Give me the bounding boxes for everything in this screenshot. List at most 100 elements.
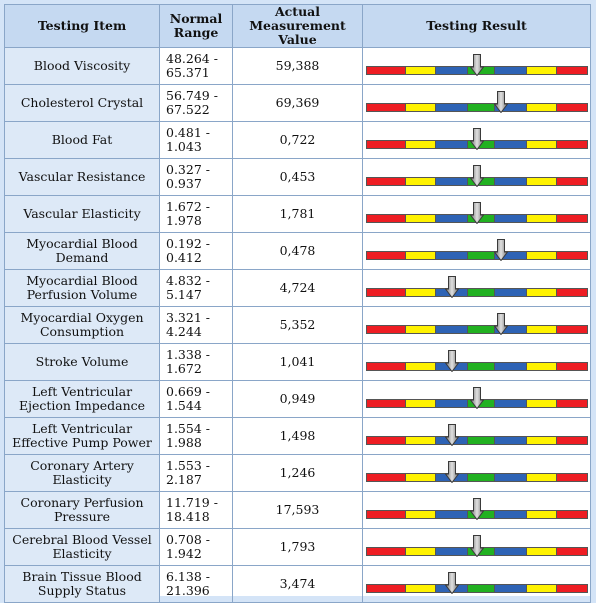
table-row: Blood Fat 0.481 - 1.043 0,722 — [4, 121, 591, 159]
measurement-value: 0,453 — [232, 158, 363, 196]
table-row: Vascular Elasticity 1.672 - 1.978 1,781 — [4, 195, 591, 233]
scale-segment — [406, 585, 436, 592]
testing-result-gauge — [362, 343, 591, 381]
measurement-value: 1,498 — [232, 417, 363, 455]
testing-item-name: Left Ventricular Effective Pump Power — [4, 417, 160, 455]
testing-result-gauge — [362, 269, 591, 307]
table-row: Brain Tissue Blood Supply Status 6.138 - … — [4, 565, 591, 603]
scale-segment — [556, 141, 587, 148]
result-scale-bar — [365, 288, 588, 297]
down-arrow-icon — [469, 202, 484, 224]
testing-item-name: Coronary Perfusion Pressure — [4, 491, 160, 529]
scale-segment — [556, 474, 587, 481]
scale-segment — [495, 511, 528, 518]
scale-segment — [467, 178, 496, 185]
scale-segment — [495, 104, 528, 111]
scale-segment — [435, 178, 468, 185]
scale-segment — [406, 178, 436, 185]
scale-segment — [366, 400, 407, 407]
table-row: Stroke Volume 1.338 - 1.672 1,041 — [4, 343, 591, 381]
scale-segment — [406, 215, 436, 222]
header-row: Testing Item Normal Range Actual Measure… — [4, 4, 591, 48]
down-arrow-icon — [469, 498, 484, 520]
header-testing-item: Testing Item — [4, 4, 160, 48]
scale-segment — [366, 326, 407, 333]
scale-segment — [556, 178, 587, 185]
scale-segment — [366, 437, 407, 444]
testing-item-name: Myocardial Oxygen Consumption — [4, 306, 160, 344]
testing-result-gauge — [362, 528, 591, 566]
scale-segment — [406, 511, 436, 518]
table-row: Myocardial Oxygen Consumption 3.321 - 4.2… — [4, 306, 591, 344]
table-row: Cerebral Blood Vessel Elasticity 0.708 - … — [4, 528, 591, 566]
scale-segment — [527, 215, 557, 222]
scale-segment — [556, 67, 587, 74]
down-arrow-icon — [469, 387, 484, 409]
scale-segment — [495, 474, 528, 481]
scale-segment — [495, 400, 528, 407]
testing-result-gauge — [362, 417, 591, 455]
testing-result-gauge — [362, 380, 591, 418]
down-arrow-icon — [493, 91, 508, 113]
scale-segment — [527, 289, 557, 296]
scale-segment — [556, 363, 587, 370]
scale-segment — [366, 141, 407, 148]
normal-range: 0.327 - 0.937 — [159, 158, 233, 196]
scale-segment — [556, 437, 587, 444]
scale-segment — [467, 400, 496, 407]
testing-item-name: Myocardial Blood Demand — [4, 232, 160, 270]
scale-segment — [406, 326, 436, 333]
scale-segment — [406, 437, 436, 444]
testing-result-gauge — [362, 195, 591, 233]
normal-range: 6.138 - 21.396 — [159, 565, 233, 603]
table-row: Vascular Resistance 0.327 - 0.937 0,453 — [4, 158, 591, 196]
result-scale-bar — [365, 325, 588, 334]
header-actual-value: Actual Measurement Value — [232, 4, 363, 48]
table-row: Left Ventricular Ejection Impedance 0.669… — [4, 380, 591, 418]
scale-segment — [556, 326, 587, 333]
normal-range: 1.672 - 1.978 — [159, 195, 233, 233]
scale-segment — [435, 511, 468, 518]
scale-segment — [495, 67, 528, 74]
testing-item-name: Brain Tissue Blood Supply Status — [4, 565, 160, 603]
scale-segment — [556, 215, 587, 222]
normal-range: 56.749 - 67.522 — [159, 84, 233, 122]
down-arrow-icon — [469, 535, 484, 557]
scale-segment — [467, 437, 496, 444]
scale-segment — [495, 363, 528, 370]
scale-segment — [406, 67, 436, 74]
testing-item-name: Stroke Volume — [4, 343, 160, 381]
scale-segment — [366, 511, 407, 518]
scale-segment — [495, 252, 528, 259]
testing-result-gauge — [362, 84, 591, 122]
scale-segment — [527, 474, 557, 481]
testing-result-gauge — [362, 306, 591, 344]
scale-segment — [467, 363, 496, 370]
testing-item-name: Blood Fat — [4, 121, 160, 159]
scale-segment — [406, 252, 436, 259]
testing-result-gauge — [362, 565, 591, 603]
scale-segment — [527, 252, 557, 259]
down-arrow-icon — [445, 572, 460, 594]
scale-segment — [467, 511, 496, 518]
normal-range: 11.719 - 18.418 — [159, 491, 233, 529]
measurement-value: 59,388 — [232, 47, 363, 85]
scale-segment — [366, 474, 407, 481]
testing-item-name: Vascular Resistance — [4, 158, 160, 196]
scale-segment — [435, 104, 468, 111]
testing-item-name: Vascular Elasticity — [4, 195, 160, 233]
down-arrow-icon — [469, 54, 484, 76]
scale-segment — [556, 400, 587, 407]
testing-result-gauge — [362, 232, 591, 270]
scale-segment — [495, 215, 528, 222]
scale-segment — [366, 252, 407, 259]
scale-segment — [406, 104, 436, 111]
measurement-value: 0,478 — [232, 232, 363, 270]
scale-segment — [435, 548, 468, 555]
testing-result-gauge — [362, 491, 591, 529]
normal-range: 0.192 - 0.412 — [159, 232, 233, 270]
scale-segment — [406, 400, 436, 407]
scale-segment — [435, 141, 468, 148]
scale-segment — [495, 141, 528, 148]
down-arrow-icon — [493, 313, 508, 335]
